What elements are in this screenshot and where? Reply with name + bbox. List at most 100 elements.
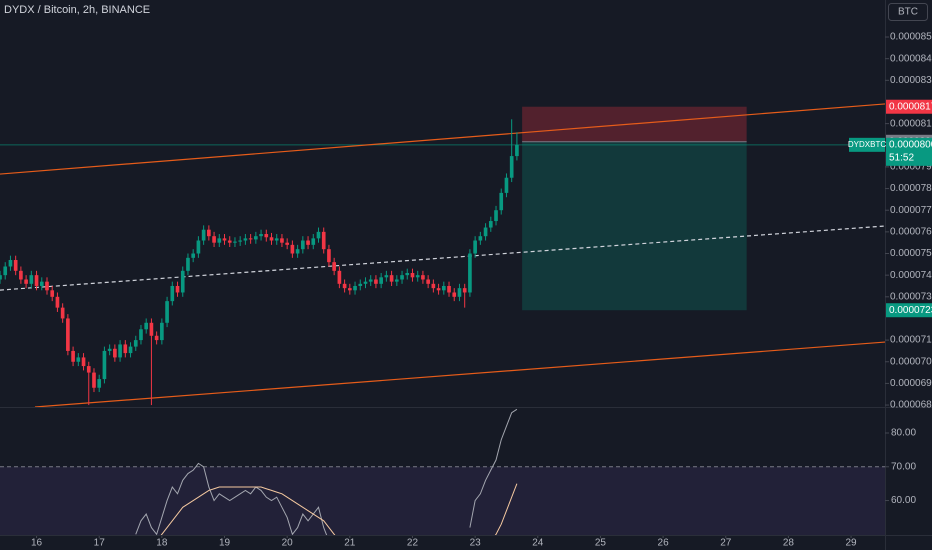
candle-body	[379, 277, 383, 284]
rsi-pane	[0, 408, 885, 535]
candle-body	[196, 240, 201, 254]
candle-body	[227, 240, 232, 243]
candle-body	[415, 275, 420, 278]
candle-body	[259, 234, 263, 237]
candle-body	[478, 236, 483, 241]
candle-body	[3, 266, 8, 276]
trend-line	[0, 103, 885, 175]
candle-body	[306, 240, 310, 245]
candle-body	[233, 241, 237, 243]
rsi-tick-label: 80.00	[891, 428, 916, 439]
candle-body	[45, 281, 49, 291]
y-tick-label: 0.00007600	[890, 227, 932, 238]
candle-body	[400, 275, 404, 280]
candle-body	[81, 357, 86, 367]
candle-body	[264, 234, 269, 238]
candle-body	[353, 285, 357, 291]
candle-body	[405, 272, 410, 276]
trend-line	[34, 341, 885, 407]
x-tick-label: 19	[219, 538, 231, 549]
candle-body	[447, 285, 451, 293]
y-tick-label: 0.00007900	[890, 162, 932, 173]
candle-body	[384, 275, 389, 278]
candle-body	[316, 231, 321, 239]
price-pane	[0, 103, 885, 407]
symbol-tag	[849, 137, 885, 152]
price-label-box	[886, 137, 932, 166]
rsi-ma-line	[160, 483, 518, 535]
candle-body	[254, 236, 258, 240]
candle-body	[149, 322, 154, 336]
y-tick-label: 0.00008100	[890, 118, 932, 129]
candle-body	[389, 275, 394, 282]
candle-body	[441, 285, 446, 291]
candle-body	[431, 283, 436, 289]
candle-body	[217, 238, 222, 243]
candle-body	[186, 257, 190, 271]
candle-body	[175, 285, 180, 293]
candle-body	[165, 301, 169, 323]
candle-body	[13, 260, 18, 271]
x-tick-label: 28	[783, 538, 795, 549]
candle-body	[86, 366, 91, 373]
candle-body	[452, 292, 457, 297]
candle-body	[488, 221, 493, 228]
rsi-band	[0, 466, 885, 535]
candle-body	[8, 260, 13, 267]
price-label-box	[886, 99, 932, 114]
y-tick-label: 0.00007100	[890, 335, 932, 346]
candle-body	[60, 307, 65, 319]
candle-body	[34, 275, 39, 286]
candle-body	[436, 288, 441, 291]
price-label: 0.00008178	[889, 101, 932, 112]
x-tick-label: 23	[470, 538, 482, 549]
candle-body	[374, 279, 378, 284]
chart-title: DYDX / Bitcoin, 2h, BINANCE	[4, 4, 150, 16]
candle-body	[222, 238, 227, 241]
x-tick-label: 18	[156, 538, 168, 549]
y-tick-label: 0.00008300	[890, 75, 932, 86]
candle-body	[207, 229, 211, 237]
candle-body	[128, 346, 133, 354]
y-tick-label: 0.00006800	[890, 400, 932, 411]
candle-body	[290, 244, 295, 254]
candle-body	[332, 262, 336, 271]
x-tick-label: 25	[595, 538, 607, 549]
candle-body	[473, 240, 477, 254]
candle-body	[504, 177, 509, 193]
candle-body	[342, 283, 347, 289]
candle-body	[97, 379, 102, 388]
price-label: 0.00008002	[889, 139, 932, 150]
rsi-tick-label: 70.00	[891, 461, 916, 472]
candle-body	[363, 281, 368, 284]
candle-body	[212, 236, 216, 243]
candle-body	[337, 270, 342, 284]
candle-body	[0, 275, 2, 280]
candle-body	[274, 238, 279, 241]
candle-body	[295, 249, 300, 254]
currency-button[interactable]	[888, 3, 928, 21]
x-tick-label: 29	[845, 538, 857, 549]
candle-body	[269, 237, 274, 241]
x-tick-label: 16	[31, 538, 43, 549]
y-tick-label: 0.00007400	[890, 270, 932, 281]
candle-body	[118, 344, 122, 358]
candle-body	[71, 350, 75, 362]
y-tick-label: 0.00008400	[890, 53, 932, 64]
candle-body	[76, 357, 81, 362]
candle-body	[139, 329, 143, 341]
y-tick-label: 0.00007700	[890, 205, 932, 216]
candle-body	[499, 192, 504, 211]
candle-body	[394, 279, 399, 282]
candle-body	[170, 285, 175, 302]
candle-body	[102, 350, 107, 380]
candle-body	[66, 318, 70, 351]
target-zone	[522, 141, 747, 311]
candle-body	[368, 279, 373, 282]
candle-body	[494, 210, 498, 222]
candle-body	[358, 283, 363, 286]
currency-label[interactable]: BTC	[898, 7, 918, 18]
candle-body	[457, 288, 462, 297]
x-tick-label: 20	[282, 538, 294, 549]
